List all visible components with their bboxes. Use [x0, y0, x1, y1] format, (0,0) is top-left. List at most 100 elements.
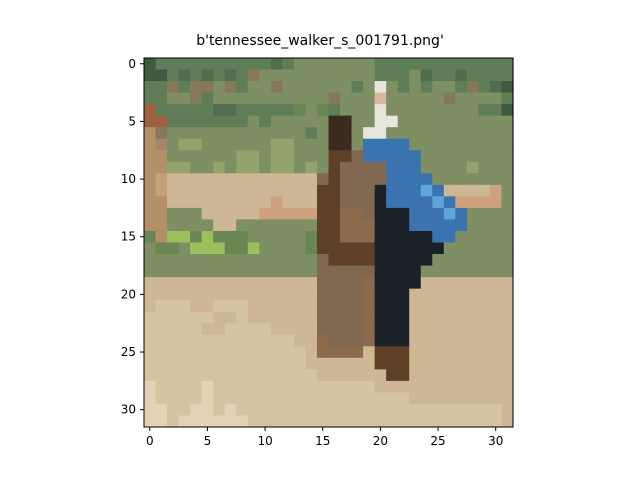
image-pixel [328, 58, 341, 71]
image-pixel [155, 380, 168, 394]
image-pixel [489, 196, 503, 209]
image-pixel [386, 138, 399, 151]
image-pixel [144, 173, 157, 186]
image-pixel [155, 58, 168, 71]
image-pixel [201, 242, 214, 255]
image-pixel [178, 150, 191, 163]
image-pixel [340, 138, 353, 151]
image-pixel [293, 254, 307, 267]
image-pixel [155, 127, 168, 140]
image-pixel [351, 230, 364, 244]
image-pixel [201, 230, 214, 244]
image-pixel [259, 104, 272, 117]
y-tick-label: 5 [128, 114, 136, 128]
image-pixel [305, 230, 318, 244]
image-pixel [201, 207, 214, 221]
image-pixel [293, 380, 307, 394]
image-pixel [397, 392, 410, 405]
image-pixel [409, 173, 422, 186]
image-pixel [178, 323, 191, 336]
image-pixel [432, 184, 445, 197]
image-pixel [213, 81, 226, 94]
image-pixel [466, 392, 480, 405]
image-pixel [213, 311, 226, 324]
image-pixel [236, 288, 249, 301]
image-pixel [270, 92, 283, 105]
image-pixel [363, 69, 376, 82]
image-pixel [363, 207, 376, 221]
image-pixel [167, 184, 180, 197]
image-pixel [236, 92, 249, 105]
image-pixel [363, 380, 376, 394]
image-pixel [236, 265, 249, 278]
image-pixel [328, 230, 341, 244]
image-pixel [501, 150, 514, 163]
image-pixel [351, 161, 364, 174]
image-pixel [282, 115, 295, 128]
image-pixel [420, 242, 433, 255]
image-pixel [247, 150, 260, 163]
image-pixel [144, 392, 157, 405]
image-pixel [316, 104, 330, 117]
image-pixel [443, 288, 456, 301]
image-pixel [443, 196, 456, 209]
image-pixel [340, 196, 353, 209]
image-pixel [501, 346, 514, 359]
image-pixel [305, 334, 318, 347]
image-pixel [270, 242, 283, 255]
image-pixel [420, 369, 433, 382]
image-pixel [213, 403, 226, 417]
image-pixel [293, 346, 307, 359]
image-pixel [489, 69, 503, 82]
image-pixel [420, 403, 433, 417]
image-pixel [236, 415, 249, 428]
image-pixel [374, 277, 387, 290]
image-pixel [351, 357, 364, 370]
image-pixel [432, 104, 445, 117]
image-pixel [340, 81, 353, 94]
image-pixel [409, 380, 422, 394]
image-pixel [420, 196, 433, 209]
image-pixel [293, 207, 307, 221]
image-pixel [190, 323, 203, 336]
image-pixel [178, 207, 191, 221]
image-pixel [213, 357, 226, 370]
image-pixel [270, 392, 283, 405]
image-pixel [144, 104, 157, 117]
image-pixel [293, 115, 307, 128]
image-pixel [167, 69, 180, 82]
image-pixel [489, 369, 503, 382]
image-pixel [374, 403, 387, 417]
image-pixel [432, 58, 445, 71]
image-pixel [340, 254, 353, 267]
image-pixel [455, 207, 468, 221]
image-pixel [409, 150, 422, 163]
image-pixel [374, 415, 387, 428]
image-pixel [455, 277, 468, 290]
image-pixel [340, 265, 353, 278]
image-pixel [432, 415, 445, 428]
image-pixel [328, 403, 341, 417]
image-pixel [282, 242, 295, 255]
image-pixel [489, 138, 503, 151]
image-pixel [478, 277, 491, 290]
image-pixel [351, 184, 364, 197]
image-pixel [236, 69, 249, 82]
image-pixel [478, 104, 491, 117]
image-pixel [374, 207, 387, 221]
image-pixel [224, 138, 237, 151]
image-pixel [455, 242, 468, 255]
image-pixel [270, 173, 283, 186]
image-pixel [489, 173, 503, 186]
image-pixel [144, 207, 157, 221]
image-pixel [144, 161, 157, 174]
image-pixel [501, 254, 514, 267]
image-pixel [282, 288, 295, 301]
image-pixel [432, 207, 445, 221]
image-pixel [443, 161, 456, 174]
image-pixel [224, 369, 237, 382]
image-pixel [409, 311, 422, 324]
image-pixel [340, 150, 353, 163]
image-pixel [259, 207, 272, 221]
image-pixel [201, 369, 214, 382]
